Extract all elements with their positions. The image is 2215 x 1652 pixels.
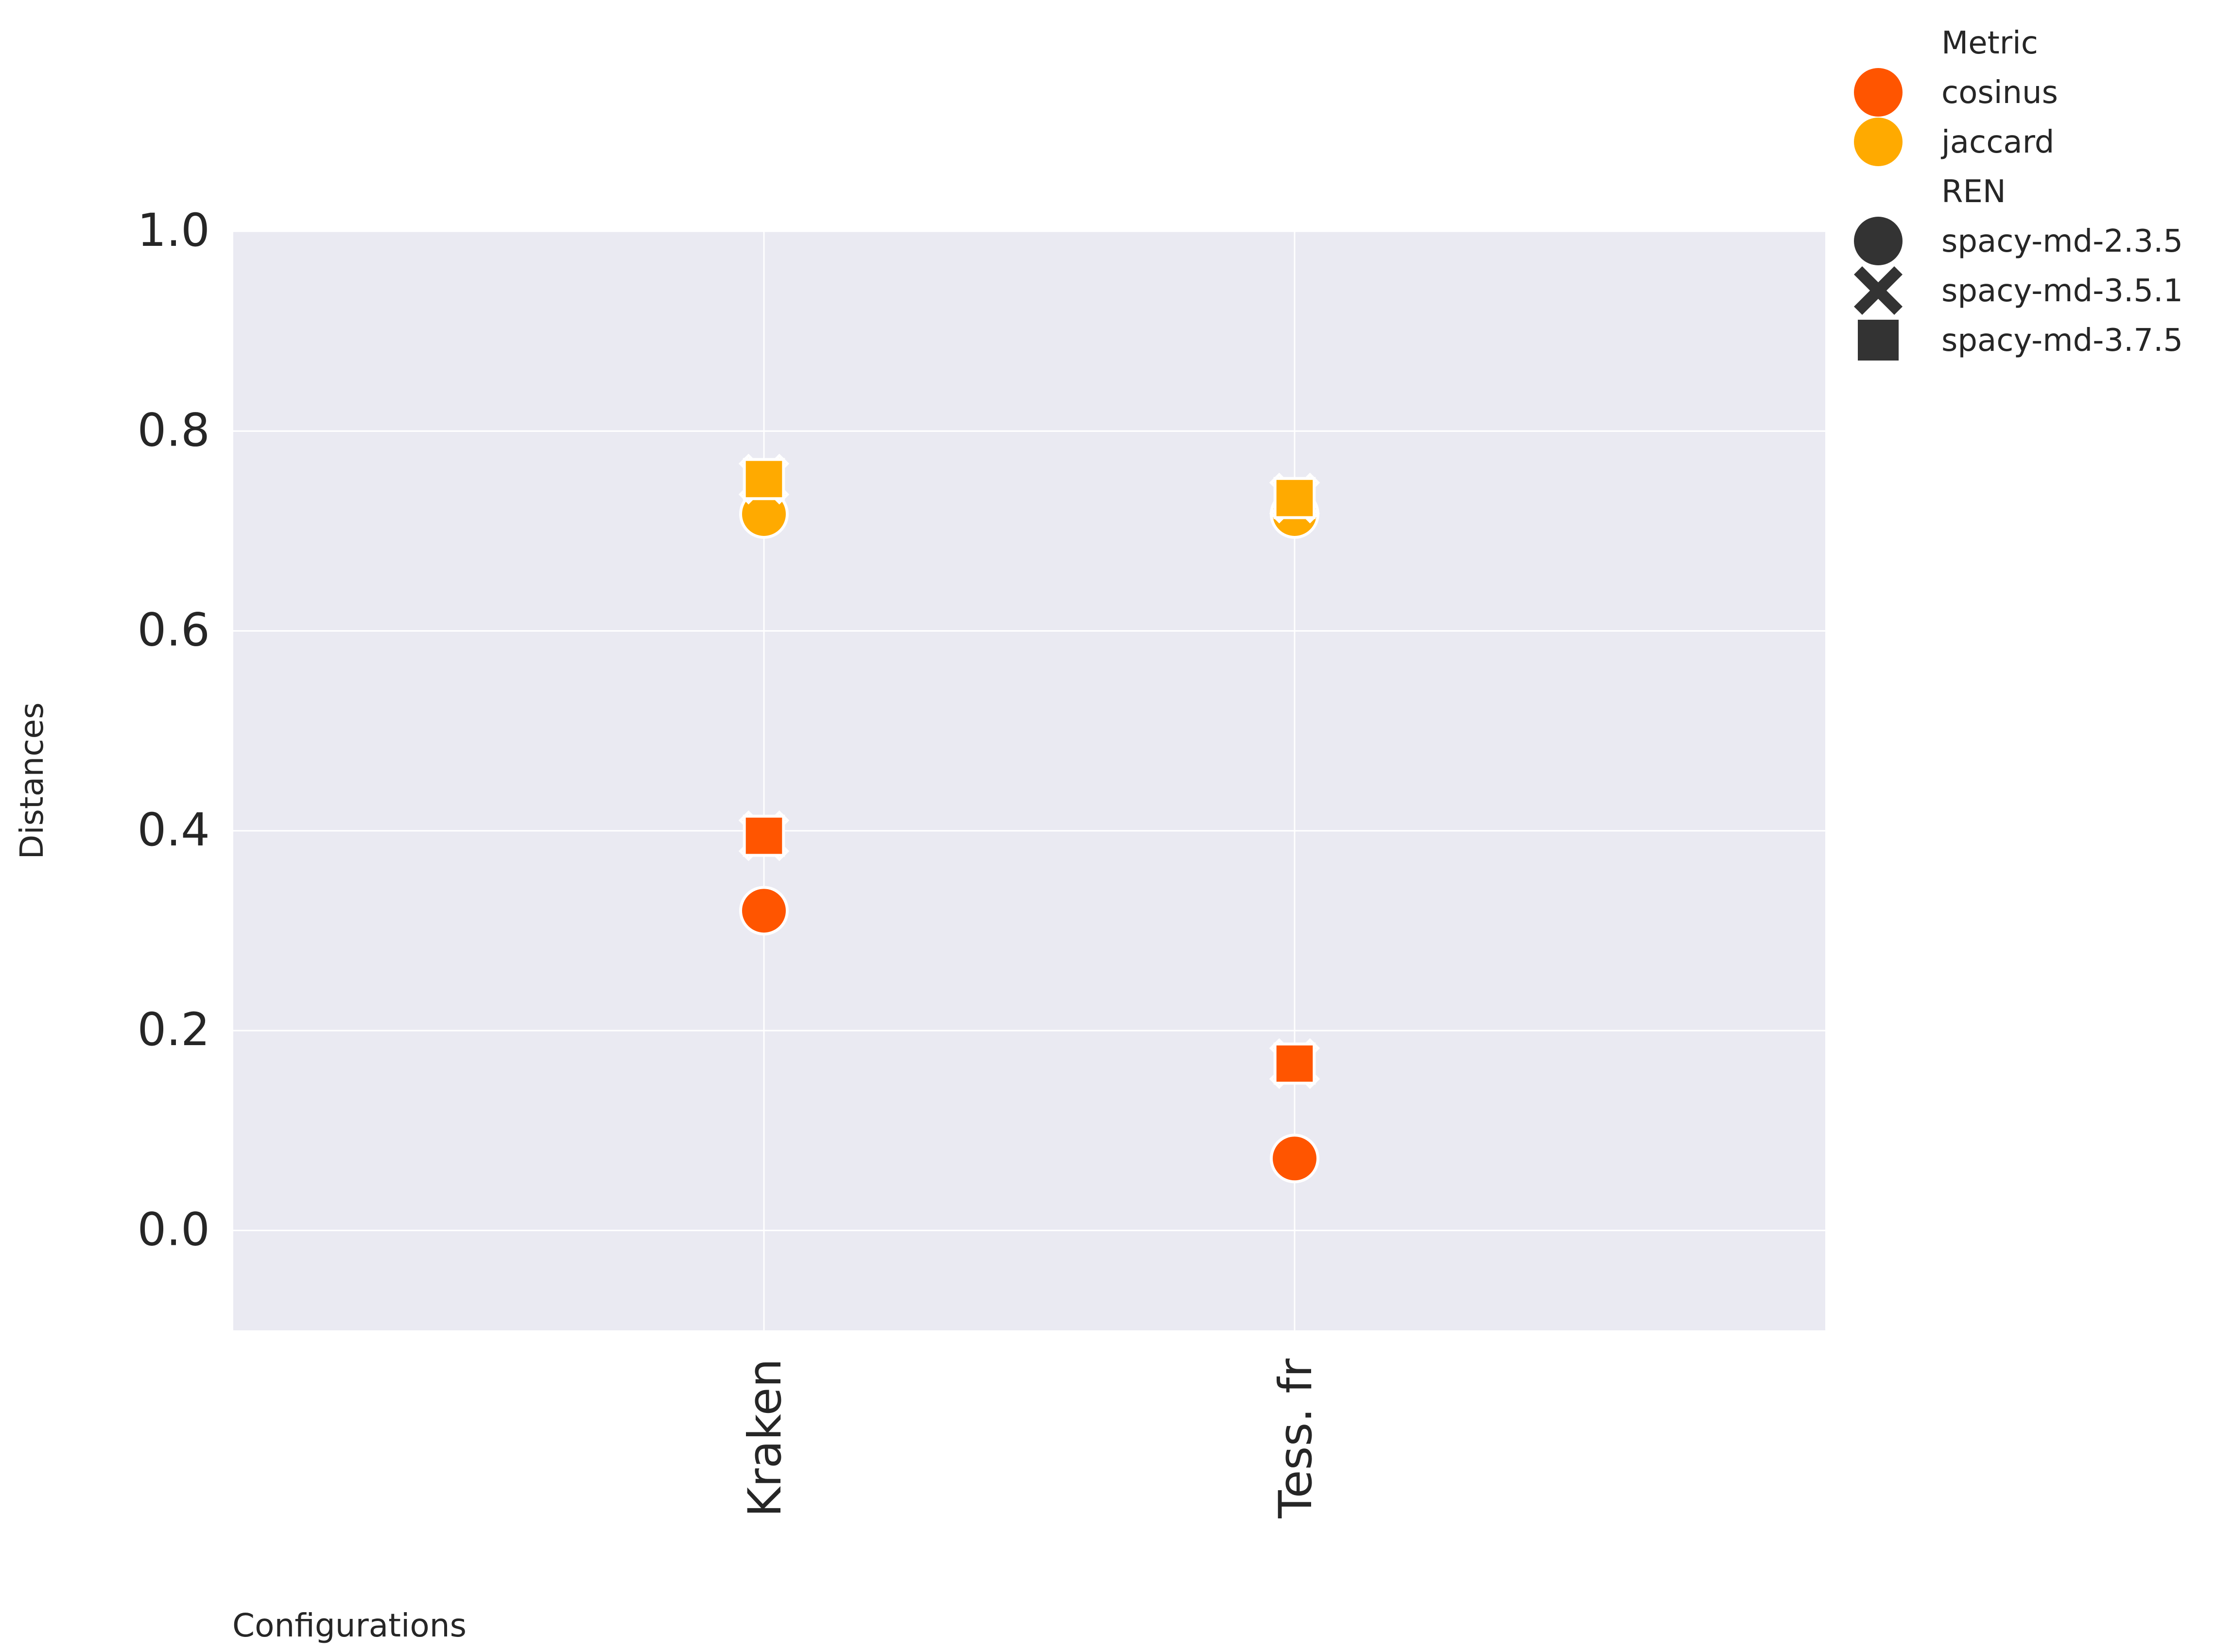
legend-label: spacy-md-2.3.5: [1941, 224, 2183, 259]
legend-marker: [1854, 217, 1903, 265]
y-tick-labels: 0.0 0.2 0.4 0.6 0.8 1.0: [138, 204, 210, 1256]
y-tick-label: 0.8: [138, 404, 210, 457]
x-tick-label: Kraken: [739, 1359, 792, 1517]
y-tick-label: 0.4: [138, 804, 210, 857]
x-axis-label: Configurations: [232, 1607, 467, 1644]
legend-title: REN: [1941, 174, 2006, 210]
y-tick-label: 0.2: [138, 1003, 210, 1056]
x-tick-label: Tess. fr: [1269, 1359, 1322, 1519]
legend-marker: [1858, 320, 1899, 361]
plot-area: [233, 231, 1825, 1330]
legend-label: spacy-md-3.7.5: [1941, 323, 2183, 359]
data-point: [1270, 1134, 1319, 1184]
legend-label: jaccard: [1940, 124, 2054, 160]
y-axis-label: Distances: [13, 703, 51, 860]
data-point: [743, 814, 785, 857]
x-tick-labels: Kraken Tess. fr: [739, 1359, 1322, 1519]
data-point: [743, 458, 785, 500]
legend-title: Metric: [1941, 25, 2038, 61]
data-point: [1273, 1042, 1316, 1085]
y-tick-label: 0.6: [138, 604, 210, 657]
legend: Metric cosinus jaccard REN spacy-md-2.3.5 spa…: [1854, 25, 2183, 361]
legend-label: spacy-md-3.5.1: [1941, 273, 2183, 309]
data-points: [738, 453, 1320, 1184]
data-point: [739, 886, 789, 936]
y-tick-label: 1.0: [138, 204, 210, 257]
legend-marker: [1854, 118, 1903, 166]
data-point: [1273, 477, 1316, 519]
legend-marker: [1854, 68, 1903, 117]
legend-marker: [1854, 266, 1903, 315]
y-tick-label: 0.0: [138, 1203, 210, 1256]
legend-label: cosinus: [1941, 75, 2058, 111]
grid-lines: [233, 230, 1825, 1330]
